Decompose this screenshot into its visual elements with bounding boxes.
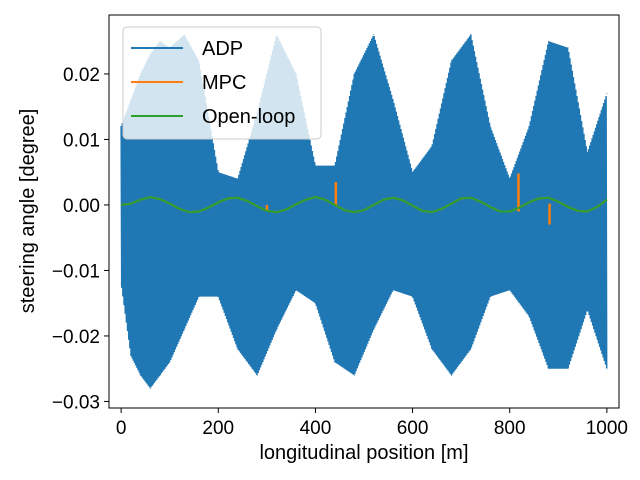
adp-lower-point (353, 374, 355, 376)
adp-upper-point (528, 125, 530, 127)
y-tick-label: −0.01 (52, 261, 100, 282)
legend-entry-adp: ADP (131, 38, 243, 60)
adp-lower-point (237, 348, 239, 350)
adp-lower-point (183, 328, 185, 330)
adp-lower-point (314, 302, 316, 304)
x-tick-label: 0 (116, 418, 127, 439)
adp-upper-point (373, 34, 375, 36)
adp-lower-point (256, 374, 258, 376)
adp-upper-point (237, 178, 239, 180)
adp-upper-point (392, 99, 394, 101)
adp-lower-point (140, 374, 142, 376)
adp-lower-point (509, 289, 511, 291)
adp-upper-point (509, 178, 511, 180)
legend: ADP MPC Open-loop (122, 26, 322, 140)
adp-lower-point (431, 348, 433, 350)
adp-lower-point (276, 328, 278, 330)
x-tick-label: 400 (300, 418, 332, 439)
adp-lower-point (450, 374, 452, 376)
adp-upper-point (431, 145, 433, 147)
adp-lower-point (198, 296, 200, 298)
adp-lower-point (169, 361, 171, 363)
y-tick-label: 0.01 (63, 130, 100, 151)
adp-lower-point (489, 296, 491, 298)
series-line-open-loop (121, 196, 608, 214)
y-axis-label: steering angle [degree] (17, 109, 39, 314)
adp-upper-point (120, 125, 122, 127)
y-tick-label: 0.02 (63, 65, 100, 86)
adp-upper-point (586, 152, 588, 154)
series-layer (120, 34, 608, 389)
plot-frame (108, 14, 620, 409)
adp-lower-point (548, 368, 550, 370)
y-tick-label: −0.02 (52, 327, 100, 348)
adp-lower-point (334, 361, 336, 363)
series-open-loop (121, 196, 608, 214)
adp-lower-point (470, 348, 472, 350)
adp-upper-point (412, 171, 414, 173)
adp-lower-point (412, 296, 414, 298)
x-tick-label: 800 (494, 418, 526, 439)
adp-upper-point (314, 165, 316, 167)
x-tick-label: 1000 (586, 418, 628, 439)
adp-upper-point (470, 34, 472, 36)
adp-lower-point (149, 387, 151, 389)
legend-label-open-loop: Open-loop (202, 106, 295, 128)
adp-lower-point (130, 355, 132, 357)
adp-lower-point (159, 374, 161, 376)
adp-lower-point (528, 315, 530, 317)
adp-lower-point (295, 289, 297, 291)
adp-lower-point (373, 328, 375, 330)
adp-upper-point (567, 47, 569, 49)
adp-lower-point (606, 368, 608, 370)
adp-lower-point (567, 368, 569, 370)
adp-lower-point (217, 296, 219, 298)
adp-upper-point (450, 60, 452, 62)
x-tick-label: 600 (397, 418, 429, 439)
adp-lower-point (586, 309, 588, 311)
adp-upper-point (606, 93, 608, 95)
adp-lower-point (392, 289, 394, 291)
series-line-adp (120, 34, 608, 388)
legend-label-mpc: MPC (202, 72, 246, 94)
legend-entry-open-loop: Open-loop (131, 106, 295, 128)
adp-upper-point (353, 73, 355, 75)
legend-box (122, 26, 322, 140)
x-axis-label: longitudinal position [m] (259, 442, 468, 464)
adp-lower-point (120, 283, 122, 285)
adp-upper-point (548, 40, 550, 42)
y-tick-label: 0.00 (63, 196, 100, 217)
y-tick-label: −0.03 (52, 392, 100, 413)
legend-entry-mpc: MPC (131, 72, 246, 94)
x-axis-ticks: 0 200 400 600 800 1000 (116, 408, 628, 439)
adp-upper-point (334, 165, 336, 167)
adp-upper-point (489, 125, 491, 127)
y-axis-ticks: −0.03 −0.02 −0.01 0.00 0.01 0.02 (52, 65, 109, 413)
legend-label-adp: ADP (202, 38, 243, 60)
x-tick-label: 200 (202, 418, 234, 439)
adp-upper-point (217, 171, 219, 173)
